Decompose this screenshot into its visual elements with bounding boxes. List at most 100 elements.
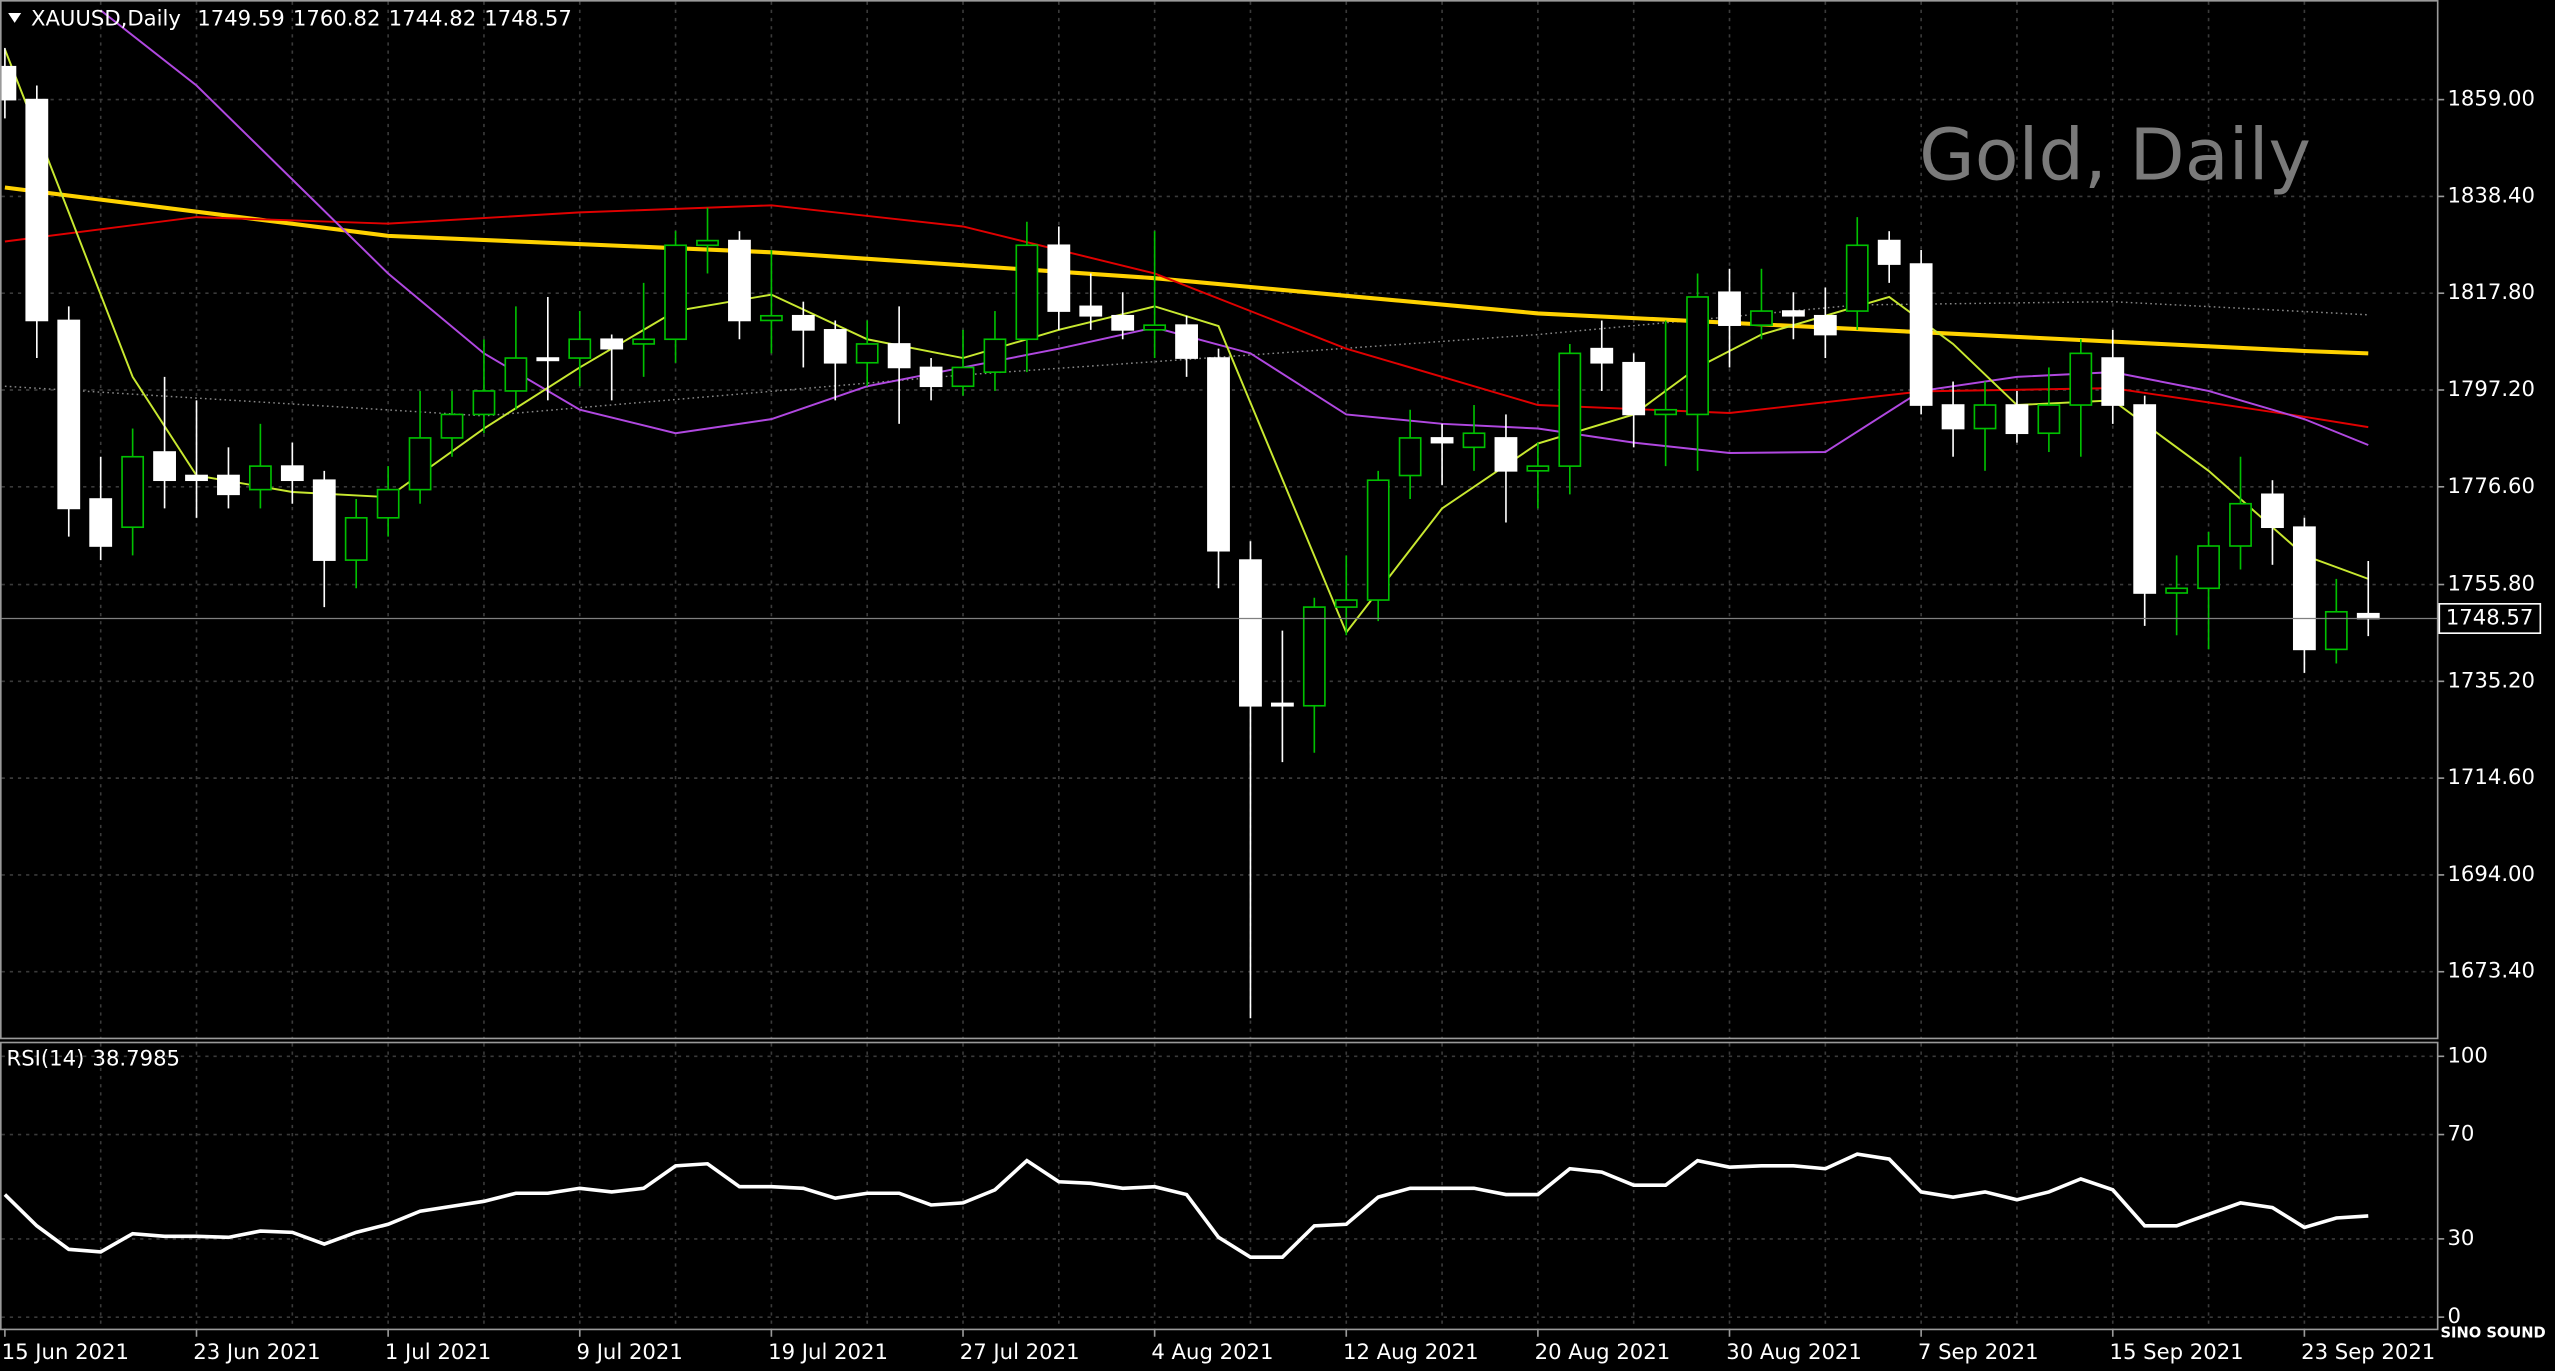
candle-body [2101, 357, 2125, 406]
candle-body [855, 343, 879, 364]
candle-body [376, 488, 400, 519]
low-value: 1744.82 [389, 6, 477, 31]
candle-body [2324, 610, 2348, 651]
candle-body [2069, 352, 2093, 406]
candle-body [25, 98, 49, 322]
y-tick-label: 100 [2447, 1042, 2487, 1067]
candle-body [1239, 559, 1262, 707]
x-tick-label: 20 Aug 2021 [1535, 1339, 1671, 1364]
candle-body [1175, 324, 1198, 359]
current-price-box [2438, 603, 2542, 634]
candle-body [1462, 432, 1486, 449]
candle-body [696, 239, 719, 247]
candle-body [600, 338, 624, 350]
candle-body [312, 479, 336, 561]
candle-body [1270, 702, 1294, 707]
candle-body [153, 451, 176, 482]
y-tick-label: 1735.20 [2447, 667, 2535, 692]
candle-body [2261, 493, 2284, 529]
candle-body [759, 314, 783, 322]
rsi-value: 38.7985 [93, 1046, 181, 1071]
candle-body [408, 437, 432, 491]
candle-body [1718, 291, 1741, 326]
x-tick-label: 23 Sep 2021 [2301, 1339, 2435, 1364]
candle-body [89, 498, 113, 547]
candle-body [983, 338, 1007, 373]
candle-body [728, 239, 751, 322]
candle-body [632, 338, 656, 345]
candle-body [1558, 352, 1582, 467]
x-tick-label: 27 Jul 2021 [960, 1339, 1080, 1364]
y-tick-label: 0 [2447, 1303, 2460, 1328]
rsi-title: RSI(14) [7, 1046, 85, 1071]
y-tick-label: 1714.60 [2447, 764, 2535, 789]
header: XAUUSD,Daily 1749.59 1760.82 1744.82 1748.57 [31, 6, 572, 31]
x-tick-label: 1 Jul 2021 [385, 1339, 491, 1364]
candle-body [2005, 404, 2029, 435]
x-tick-label: 7 Sep 2021 [1918, 1339, 2039, 1364]
grid [1, 1, 2438, 1329]
candle-body [2037, 404, 2061, 435]
x-tick-label: 12 Aug 2021 [1343, 1339, 1479, 1364]
x-tick-label: 9 Jul 2021 [577, 1339, 683, 1364]
candle-body [1430, 437, 1454, 444]
candle-body [823, 329, 847, 364]
watermark: Gold, Daily [1919, 112, 2311, 196]
candle-body [1909, 263, 1933, 406]
logo: SINO SOUND [2440, 1325, 2545, 1342]
candle-body [217, 474, 240, 496]
candle-body [1079, 305, 1103, 317]
candle-body [1526, 465, 1550, 472]
y-tick-label: 1817.80 [2447, 279, 2535, 304]
candle-body [248, 465, 272, 491]
x-tick-label: 15 Jun 2021 [2, 1339, 129, 1364]
candle-body [2197, 545, 2220, 590]
candle-body [2165, 587, 2189, 594]
candle-body [1750, 310, 1773, 326]
rsi-pane-frame [0, 1041, 2439, 1331]
y-tick-label: 1797.20 [2447, 376, 2535, 401]
rsi-line [3, 1152, 2369, 1259]
candle-body [568, 338, 592, 359]
candle-body [344, 516, 368, 561]
candle-body [2356, 612, 2380, 620]
symbol: XAUUSD,Daily [31, 6, 181, 31]
candle-body [185, 474, 208, 482]
candle-body [1366, 479, 1390, 601]
candle-body [1941, 404, 1965, 430]
candle-body [951, 366, 975, 388]
candle-body [887, 343, 911, 369]
high-value: 1760.82 [293, 6, 381, 31]
candle-body [121, 455, 145, 529]
current-price-label: 1748.57 [2446, 605, 2534, 630]
candle-body [919, 366, 943, 388]
candle-body [1622, 361, 1646, 416]
moving-average [4, 185, 2369, 356]
candle-body [1590, 347, 1614, 364]
candle-body [2229, 502, 2252, 547]
candle-body [1494, 437, 1518, 472]
candle-body [791, 314, 815, 331]
x-tick-label: 23 Jun 2021 [193, 1339, 320, 1364]
x-tick-label: 4 Aug 2021 [1151, 1339, 1273, 1364]
candle-body [1047, 244, 1071, 312]
y-tick-label: 1755.80 [2447, 571, 2535, 596]
candle-body [1334, 599, 1358, 608]
candle-body [1143, 324, 1167, 331]
main-pane-frame [0, 0, 2439, 1040]
x-tick-label: 15 Sep 2021 [2110, 1339, 2244, 1364]
candle-body [1813, 314, 1837, 336]
candle-body [504, 357, 528, 392]
candle-body [440, 413, 464, 439]
candle-body [664, 244, 687, 341]
close-value: 1748.57 [484, 6, 572, 31]
candle-body [1207, 357, 1230, 552]
candle-body [1973, 404, 1997, 430]
y-tick-label: 1838.40 [2447, 182, 2535, 207]
candle-body [280, 465, 304, 482]
y-tick-label: 1694.00 [2447, 861, 2535, 886]
candle-body [1654, 408, 1678, 416]
